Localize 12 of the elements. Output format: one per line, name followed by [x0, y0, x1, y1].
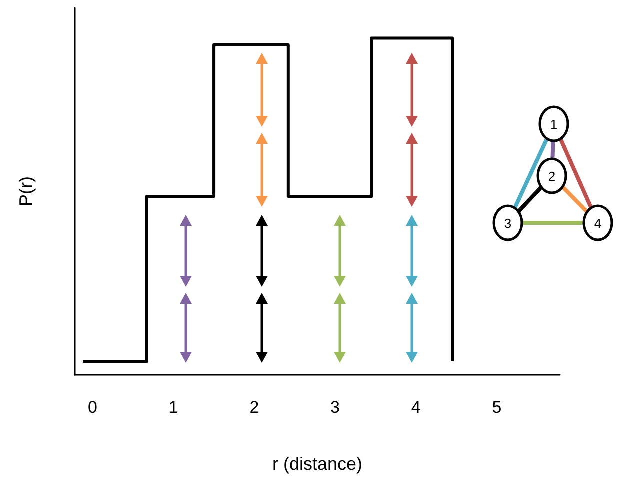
x-tick-label: 5: [492, 398, 502, 417]
x-tick-label: 3: [330, 398, 340, 417]
x-tick-label: 1: [168, 398, 178, 417]
y-axis-title: P(r): [16, 176, 36, 206]
annotation: 1: [550, 117, 558, 132]
annotation: 3: [504, 216, 512, 231]
x-tick-label: 0: [88, 398, 98, 417]
x-tick-label: 4: [411, 398, 421, 417]
x-axis-title: r (distance): [272, 454, 363, 474]
annotation: 2: [548, 169, 556, 184]
x-tick-label: 2: [250, 398, 260, 417]
text: 4: [594, 216, 602, 231]
